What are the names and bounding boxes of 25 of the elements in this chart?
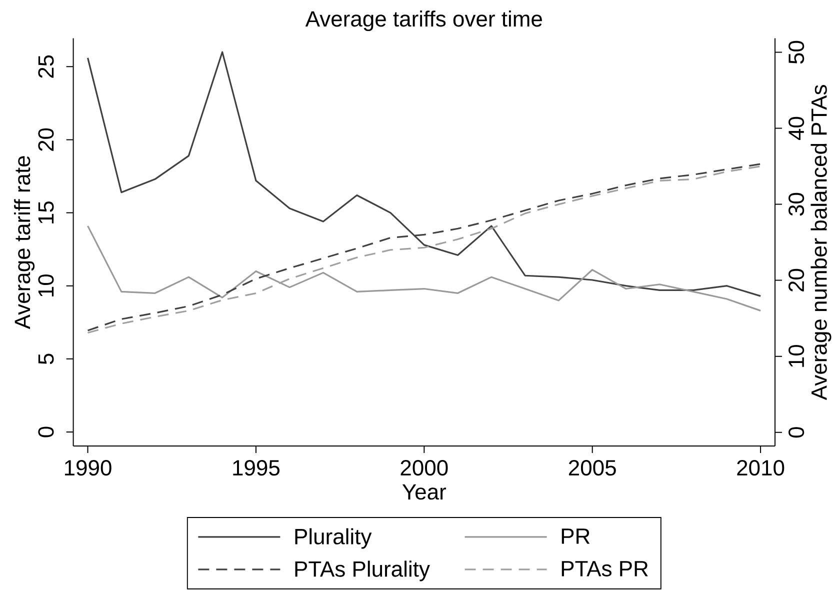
x-tick-label: 1995 [233, 460, 280, 476]
y-tick-label: 15 [38, 201, 54, 224]
y-tick-label: 10 [38, 274, 54, 296]
y-tick-label: 25 [38, 55, 54, 78]
y2-tick-label: 50 [788, 40, 804, 64]
y-tick-label: 0 [38, 426, 54, 438]
x-tick-label: 2005 [568, 460, 616, 476]
legend-label: Plurality [295, 528, 372, 549]
y-tick-label: 5 [38, 354, 54, 364]
y2-tick-label: 40 [788, 116, 804, 140]
legend-label: PTAs PR [562, 561, 648, 576]
y2-tick-label: 10 [788, 344, 804, 367]
legend-label: PTAs Plurality [295, 560, 430, 582]
y2-axis-title: Average number balanced PTAs [810, 85, 832, 400]
y2-tick-label: 0 [788, 427, 804, 438]
y-axis-title: Average tariff rate [14, 156, 35, 330]
x-tick-label: 1990 [64, 460, 112, 476]
legend-label: PR [562, 528, 590, 544]
x-axis-title: Year [402, 484, 446, 500]
y-tick-label: 20 [38, 128, 54, 151]
x-tick-label: 2010 [737, 460, 784, 476]
x-tick-label: 2000 [400, 460, 448, 476]
chart-title: Average tariffs over time [305, 10, 542, 32]
y2-tick-label: 20 [788, 268, 804, 292]
y2-tick-label: 30 [788, 192, 804, 216]
